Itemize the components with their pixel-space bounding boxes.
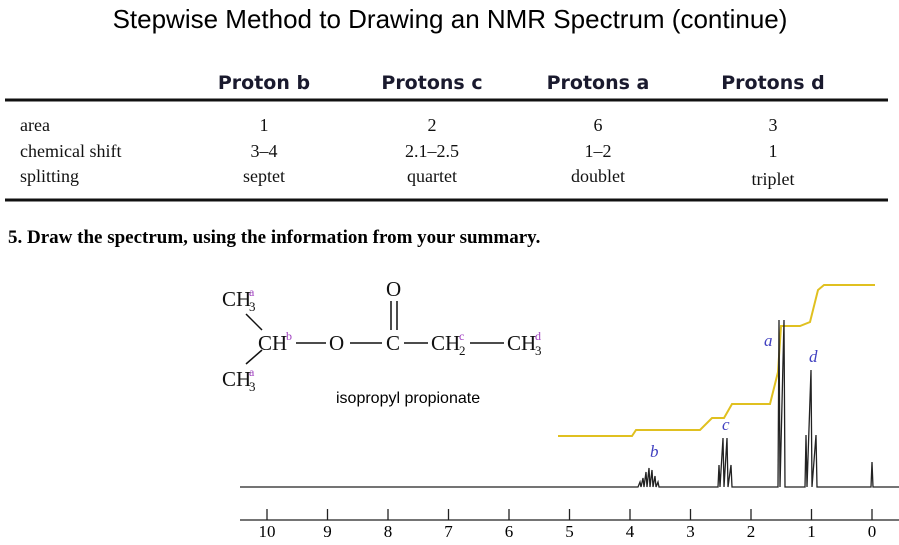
atom: O [386,277,401,301]
structure: CH a 3 CH a 3 O CH b O C CH c 2 CH d 3 [222,277,542,394]
table-header: Protons a [547,72,650,94]
atom: CH [507,331,536,355]
atom: C [386,331,400,355]
peak-label: a [764,331,773,350]
row-label: area [20,115,50,135]
slide-title: Stepwise Method to Drawing an NMR Spectr… [113,4,788,34]
atom: CH [222,367,251,391]
atom: O [329,331,344,355]
label-sub: 3 [249,299,256,314]
tick-label: 3 [686,522,695,541]
bond [245,313,263,331]
table-body: area 1 2 6 3 chemical shift 3–4 2.1–2.5 1–2 1 spli… [20,115,795,189]
tick-label: 8 [384,522,393,541]
bond [245,349,263,365]
axis: 10 9 8 7 6 5 4 3 2 1 0 [259,509,877,541]
tick-label: 4 [626,522,635,541]
tick-label: 7 [444,522,453,541]
label-sup: b [286,329,292,343]
compound-name: isopropyl propionate [336,390,480,407]
table-cell: 6 [594,115,603,135]
peak-label: b [650,442,659,461]
table-cell: 3–4 [251,141,278,161]
table-cell: 1 [769,141,778,161]
tick-label: 1 [807,522,816,541]
table-header: Protons d [721,72,825,94]
tick-label: 6 [505,522,514,541]
peak-label: d [809,347,818,366]
table-header: Protons c [381,72,482,94]
table-cell: 2 [428,115,437,135]
label-sup: a [249,365,255,379]
atom: CH [431,331,460,355]
table-cell: 3 [769,115,778,135]
row-label: splitting [20,166,79,186]
label-sup: a [249,285,255,299]
step-text: 5. Draw the spectrum, using the informat… [8,227,540,248]
table-cell: quartet [407,166,457,186]
table-cell: septet [243,166,285,186]
table-cell: doublet [571,166,625,186]
tick-label: 5 [565,522,574,541]
table-cell: 1 [260,115,269,135]
tick-label: 0 [868,522,877,541]
spectrum-trace [240,319,899,488]
atom: CH [222,287,251,311]
tick-label: 10 [259,522,276,541]
atom: CH [258,331,287,355]
label-sup: c [459,329,464,343]
label-sub: 3 [535,343,542,358]
peak-label: c [722,415,730,434]
integral-curve [558,284,875,437]
table-header: Proton b [218,72,310,94]
table-cell: 2.1–2.5 [405,141,459,161]
label-sup: d [535,329,541,343]
tick-label: 9 [323,522,332,541]
label-sub: 3 [249,379,256,394]
table-cell: 1–2 [585,141,612,161]
table-cell: triplet [752,169,795,189]
row-label: chemical shift [20,141,121,161]
tick-label: 2 [747,522,756,541]
label-sub: 2 [459,343,466,358]
